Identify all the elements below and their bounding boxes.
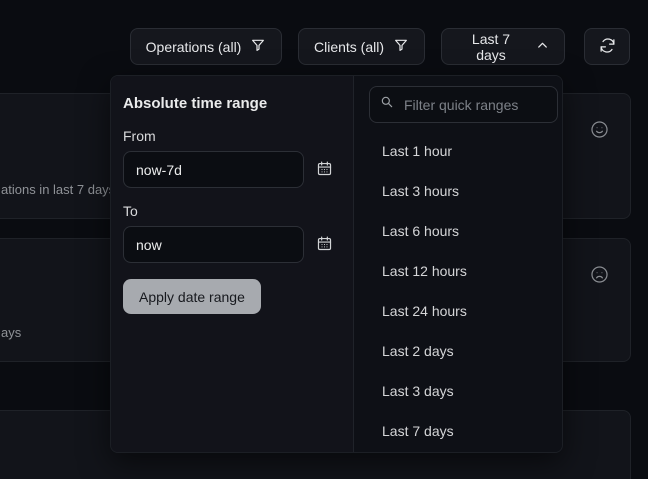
operations-filter-label: Operations (all) — [145, 38, 242, 55]
quick-range-option[interactable]: Last 12 hours — [382, 263, 467, 279]
quick-ranges-search[interactable] — [369, 86, 558, 123]
quick-range-option[interactable]: Last 1 hour — [382, 143, 453, 159]
refresh-button[interactable] — [584, 28, 630, 65]
quick-ranges-section: Last 1 hour Last 3 hours Last 6 hours La… — [353, 76, 562, 452]
time-range-button[interactable]: Last 7 days — [441, 28, 565, 65]
quick-range-option[interactable]: Last 3 days — [382, 383, 454, 399]
to-label: To — [123, 203, 138, 219]
chevron-up-icon — [535, 38, 550, 56]
quick-range-option[interactable]: Last 24 hours — [382, 303, 467, 319]
quick-ranges-list: Last 1 hour Last 3 hours Last 6 hours La… — [354, 131, 562, 451]
clients-filter-label: Clients (all) — [313, 38, 384, 55]
sad-face-icon — [589, 264, 610, 285]
time-range-panel: Absolute time range From — [110, 75, 563, 453]
calendar-icon — [316, 235, 333, 255]
quick-range-option[interactable]: Last 2 days — [382, 343, 454, 359]
from-label: From — [123, 128, 156, 144]
to-input[interactable] — [123, 226, 304, 263]
quick-range-option[interactable]: Last 3 hours — [382, 183, 460, 199]
calendar-icon — [316, 160, 333, 180]
to-calendar-button[interactable] — [315, 236, 333, 254]
operations-filter-button[interactable]: Operations (all) — [130, 28, 282, 65]
from-calendar-button[interactable] — [315, 161, 333, 179]
clients-filter-button[interactable]: Clients (all) — [298, 28, 425, 65]
apply-date-range-button[interactable]: Apply date range — [123, 279, 261, 314]
from-input[interactable] — [123, 151, 304, 188]
panel-title: Absolute time range — [123, 95, 268, 112]
funnel-icon — [393, 37, 409, 56]
quick-range-option[interactable]: Last 7 days — [382, 423, 454, 439]
time-range-label: Last 7 days — [471, 30, 511, 63]
stat-card-description: ays — [1, 325, 22, 340]
funnel-icon — [250, 37, 266, 56]
absolute-time-range-section: Absolute time range From — [111, 76, 353, 452]
search-icon — [380, 95, 394, 114]
stat-card-description: ations in last 7 days — [1, 182, 116, 197]
quick-range-option[interactable]: Last 6 hours — [382, 223, 460, 239]
refresh-icon — [599, 37, 616, 57]
happy-face-icon — [589, 119, 610, 140]
quick-ranges-filter-input[interactable] — [402, 95, 547, 114]
